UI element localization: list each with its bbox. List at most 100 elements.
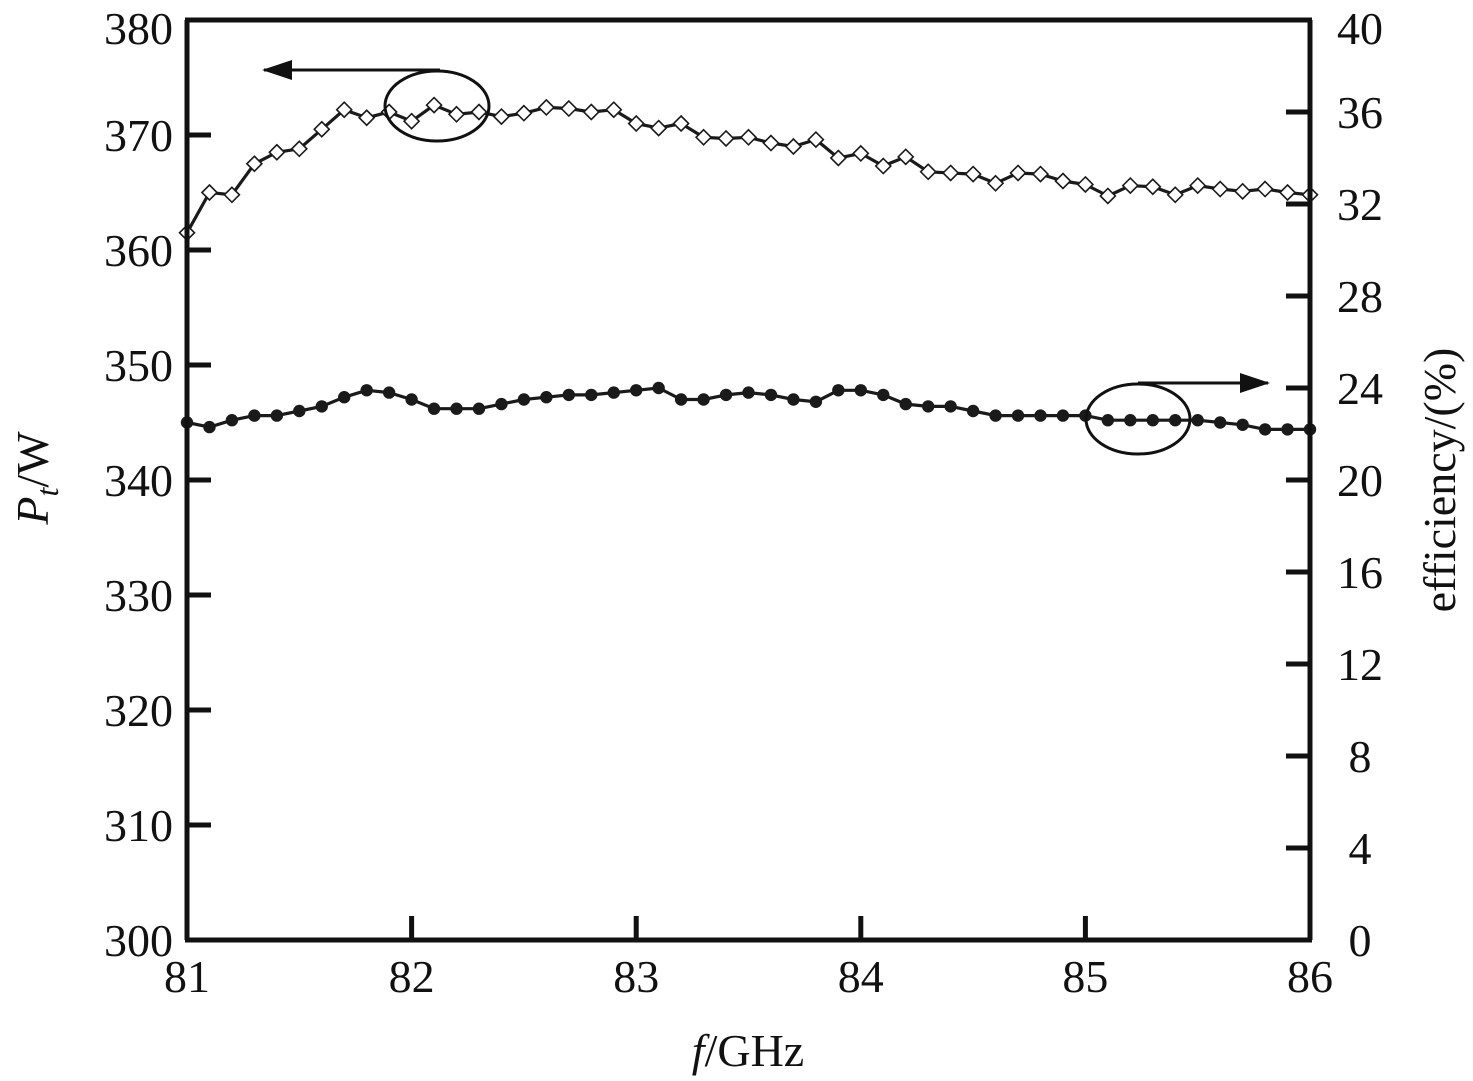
series-1-point-33 <box>921 400 935 413</box>
series-1-point-3 <box>248 409 261 422</box>
series-1-point-49 <box>1281 423 1294 436</box>
series-0-point-21 <box>650 119 668 137</box>
series-0-point-32 <box>897 148 915 166</box>
x-axis-title-rest: /GHz <box>705 1025 805 1076</box>
series-1-point-25 <box>742 386 755 399</box>
series-0-point-5 <box>290 140 308 158</box>
series-0-point-31 <box>874 157 892 175</box>
series-0-point-14 <box>492 107 511 126</box>
series-1-point-21 <box>652 381 665 395</box>
series-0-point-37 <box>1009 164 1027 182</box>
y-left-axis-title: Pt/W <box>7 431 65 526</box>
axes-layer: 81 82 83 84 85 863003103203303403503603703800… <box>104 3 1383 1002</box>
series-0-point-4 <box>268 143 286 161</box>
series-0-point-45 <box>1189 176 1207 195</box>
series-0-point-1 <box>200 183 219 202</box>
series-0-point-48 <box>1256 180 1274 198</box>
y-left-title-subscript: t <box>29 486 65 496</box>
series-1-point-24 <box>719 388 733 402</box>
series-0-point-20 <box>627 114 645 133</box>
series-1-point-13 <box>472 402 486 415</box>
series-1-point-18 <box>585 388 598 402</box>
series-0-point-16 <box>537 98 555 117</box>
series-1-point-16 <box>540 391 553 404</box>
y-right-tick-label: 28 <box>1337 271 1383 322</box>
series-1-point-45 <box>1191 414 1204 427</box>
series-1-point-29 <box>832 384 845 397</box>
x-tick-label: 84 <box>838 951 884 1002</box>
series-1-point-47 <box>1236 418 1249 431</box>
series-0-point-27 <box>784 137 803 156</box>
series-1-point-32 <box>899 397 912 411</box>
series-0-point-12 <box>447 105 466 123</box>
x-tick-label: 81 <box>164 951 210 1002</box>
series-0-point-43 <box>1144 178 1162 196</box>
series-1-point-8 <box>360 384 373 397</box>
x-tick-label: 85 <box>1062 951 1108 1002</box>
series-1-point-11 <box>427 402 441 415</box>
y-right-tick-label: 36 <box>1337 87 1383 138</box>
series-1-point-42 <box>1124 414 1137 427</box>
series-1-point-36 <box>989 409 1002 422</box>
series-0-point-49 <box>1278 183 1297 202</box>
series-0-point-2 <box>223 186 241 204</box>
series-0-point-40 <box>1076 175 1095 194</box>
series-1-point-39 <box>1056 409 1070 422</box>
series-1-point-1 <box>203 420 216 434</box>
y-left-tick-label: 370 <box>104 110 173 161</box>
series-1-point-9 <box>382 386 396 399</box>
series-1-point-22 <box>674 393 688 406</box>
series-0-point-15 <box>515 104 533 122</box>
series-0-point-11 <box>425 96 443 114</box>
y-left-tick-label: 350 <box>104 340 173 391</box>
series-1-point-41 <box>1101 414 1115 427</box>
x-tick-label: 83 <box>613 951 659 1002</box>
series-1-point-15 <box>517 393 531 406</box>
y-right-tick-label: 12 <box>1337 639 1383 690</box>
series-1-point-35 <box>966 404 980 418</box>
y-left-tick-label: 380 <box>104 3 173 54</box>
series-1-point-12 <box>450 402 463 415</box>
series-0-point-36 <box>986 174 1005 192</box>
series-1-point-30 <box>854 384 867 397</box>
y-right-tick-label: 40 <box>1337 3 1383 54</box>
series-0-point-8 <box>358 109 376 127</box>
series-0-point-24 <box>717 129 735 148</box>
y-left-tick-label: 360 <box>104 225 173 276</box>
y-left-tick-label: 300 <box>104 915 173 966</box>
y-right-axis-title: efficiency/(%) <box>1414 348 1465 613</box>
y-right-tick-label: 32 <box>1337 179 1383 230</box>
y-right-tick-label: 8 <box>1349 731 1372 782</box>
y-right-tick-label: 20 <box>1337 455 1383 506</box>
series-0-point-26 <box>762 134 780 152</box>
x-axis-title: f/GHz <box>692 1025 804 1076</box>
series-1-point-10 <box>405 393 418 406</box>
y-left-title-rest: /W <box>7 431 58 488</box>
labels-layer: f/GHz Pt/W efficiency/(%) <box>7 348 1465 1076</box>
series-0-point-6 <box>313 120 331 138</box>
annotation-layer <box>262 60 1270 456</box>
series-1-point-27 <box>787 393 800 406</box>
y-left-tick-label: 320 <box>104 685 173 736</box>
y-left-tick-label: 310 <box>104 800 173 851</box>
y-left-title-italic: P <box>7 496 58 525</box>
series-0-point-41 <box>1099 187 1117 205</box>
series-1-point-6 <box>315 400 328 413</box>
series-0-point-25 <box>739 128 758 146</box>
series-0-line <box>185 103 1311 234</box>
series-0-point-39 <box>1054 172 1072 190</box>
series-0-point-42 <box>1121 176 1139 195</box>
series-0-point-38 <box>1031 165 1050 183</box>
series-1-point-23 <box>697 393 710 406</box>
series-1-point-20 <box>630 384 643 397</box>
series-0-point-47 <box>1233 182 1252 200</box>
series-1-point-31 <box>877 388 890 402</box>
y-right-tick-label: 24 <box>1337 363 1383 414</box>
series-1-point-5 <box>293 404 306 418</box>
series-1-point-4 <box>270 409 284 422</box>
series-1-point-46 <box>1213 416 1227 429</box>
series-0-point-17 <box>560 99 578 118</box>
series-0-point-28 <box>807 130 825 149</box>
